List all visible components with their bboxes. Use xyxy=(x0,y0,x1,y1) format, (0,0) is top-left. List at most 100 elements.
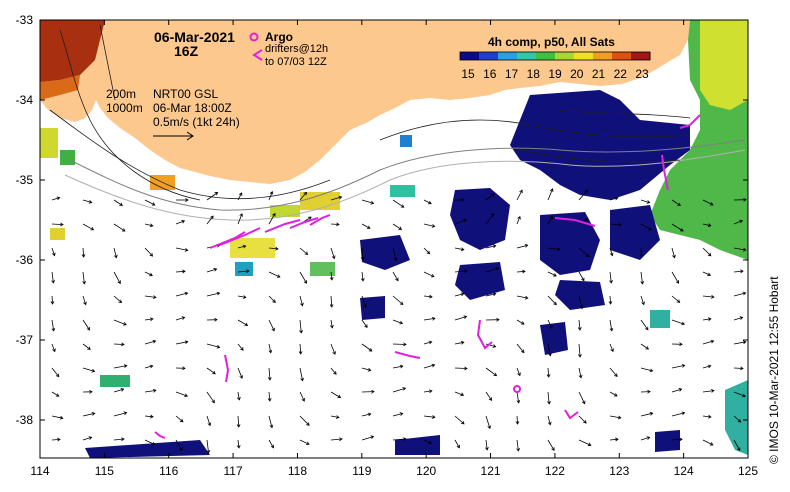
x-tick-label: 116 xyxy=(159,464,178,478)
velocity-arrow-head xyxy=(399,320,404,325)
velocity-arrow xyxy=(268,295,276,303)
velocity-arrow xyxy=(454,391,464,396)
velocity-arrow-head xyxy=(82,281,87,285)
velocity-arrow xyxy=(516,367,521,376)
velocity-arrow xyxy=(547,295,557,305)
y-tick-label: -37 xyxy=(16,333,34,347)
velocity-arrow-head xyxy=(238,192,243,196)
velocity-arrow xyxy=(640,271,643,284)
drifter-legend-icon xyxy=(252,49,263,61)
sst-se-cyan xyxy=(725,380,748,455)
y-tick-label: -33 xyxy=(16,13,34,27)
velocity-arrow-head xyxy=(743,197,747,202)
colorbar-outline xyxy=(459,51,651,61)
drifters-to-label: to 07/03 12Z xyxy=(265,56,327,68)
velocity-arrow-head xyxy=(742,393,746,398)
velocity-arrow xyxy=(299,343,302,355)
velocity-arrow-head xyxy=(52,348,56,353)
velocity-arrow xyxy=(113,295,122,303)
velocity-arrow xyxy=(82,247,85,258)
velocity-arrow xyxy=(547,439,555,451)
velocity-arrow xyxy=(485,213,495,225)
velocity-arrow xyxy=(237,415,240,428)
velocity-arrow-head xyxy=(519,189,523,194)
velocity-arrow xyxy=(330,415,339,418)
velocity-arrow xyxy=(113,388,124,393)
velocity-arrow-head xyxy=(707,252,712,257)
velocity-arrow xyxy=(702,223,711,227)
velocity-arrow xyxy=(299,391,305,402)
velocity-arrow-head xyxy=(236,424,241,428)
velocity-arrow-head xyxy=(338,195,343,200)
velocity-arrow-head xyxy=(548,352,552,357)
colorbar-segment xyxy=(574,52,594,60)
velocity-arrow xyxy=(392,365,403,369)
velocity-arrow xyxy=(237,295,246,298)
velocity-arrow xyxy=(361,271,364,281)
velocity-arrow xyxy=(671,271,679,284)
velocity-arrow xyxy=(330,223,340,225)
velocity-arrow-head xyxy=(617,415,622,420)
velocity-arrow xyxy=(516,216,521,225)
velocity-arrow-head xyxy=(120,388,125,392)
velocity-arrow-head xyxy=(488,397,493,401)
colorbar-tick-label: 17 xyxy=(505,67,519,81)
velocity-arrow-head xyxy=(461,198,465,202)
velocity-arrow-head xyxy=(239,375,243,379)
velocity-arrow-head xyxy=(213,267,218,272)
velocity-arrow-head xyxy=(432,415,436,419)
velocity-arrows xyxy=(50,188,747,454)
velocity-arrow xyxy=(516,343,525,353)
x-tick-label: 119 xyxy=(352,464,371,478)
velocity-arrow-head xyxy=(303,280,307,284)
velocity-arrow-head xyxy=(609,252,614,257)
velocity-arrow-head xyxy=(185,198,189,202)
velocity-arrow-head xyxy=(681,411,686,416)
velocity-arrow-head xyxy=(246,269,250,274)
velocity-arrow xyxy=(733,341,746,345)
velocity-arrow-head xyxy=(118,299,123,304)
velocity-arrow xyxy=(547,215,553,225)
velocity-arrow-head xyxy=(524,295,529,300)
sst-east-yellow xyxy=(700,20,748,110)
velocity-arrow-head xyxy=(210,215,214,220)
velocity-arrow-head xyxy=(609,327,614,332)
velocity-arrow xyxy=(578,295,583,309)
velocity-arrow xyxy=(640,367,653,372)
colorbar-segment xyxy=(612,52,632,60)
x-tick-label: 114 xyxy=(30,464,49,478)
velocity-arrow-head xyxy=(679,342,683,347)
velocity-arrow-head xyxy=(431,224,436,228)
velocity-arrow-head xyxy=(91,412,96,416)
colorbar-tick-label: 16 xyxy=(483,67,497,81)
velocity-arrow xyxy=(206,292,220,297)
velocity-arrow-head xyxy=(121,342,125,347)
velocity-arrow xyxy=(268,415,273,428)
velocity-arrow-head xyxy=(577,354,582,358)
velocity-arrow xyxy=(51,271,54,283)
velocity-arrow-head xyxy=(609,280,613,284)
velocity-arrow xyxy=(268,271,281,278)
velocity-arrow xyxy=(423,271,435,278)
velocity-arrow-head xyxy=(492,344,497,348)
velocity-arrow xyxy=(175,292,188,297)
y-tick-label: -35 xyxy=(16,173,34,187)
velocity-arrow xyxy=(206,192,218,201)
y-tick-label: -34 xyxy=(16,93,34,107)
velocity-arrow-head xyxy=(335,415,340,419)
velocity-arrow xyxy=(330,271,333,280)
velocity-arrow-head xyxy=(615,437,619,442)
velocity-arrow xyxy=(82,343,91,350)
velocity-arrow xyxy=(144,318,153,321)
velocity-arrow xyxy=(82,367,95,372)
velocity-arrow-head xyxy=(679,437,683,442)
velocity-arrow xyxy=(330,367,337,375)
colorbar-tick-label: 15 xyxy=(461,67,475,81)
velocity-arrow-head xyxy=(640,281,645,285)
velocity-arrow xyxy=(516,415,518,425)
drifters-label: drifters@12h xyxy=(265,43,328,55)
velocity-arrow xyxy=(671,199,681,206)
velocity-arrow xyxy=(609,438,619,441)
velocity-arrow-head xyxy=(587,442,592,447)
velocity-arrow-head xyxy=(641,301,645,306)
